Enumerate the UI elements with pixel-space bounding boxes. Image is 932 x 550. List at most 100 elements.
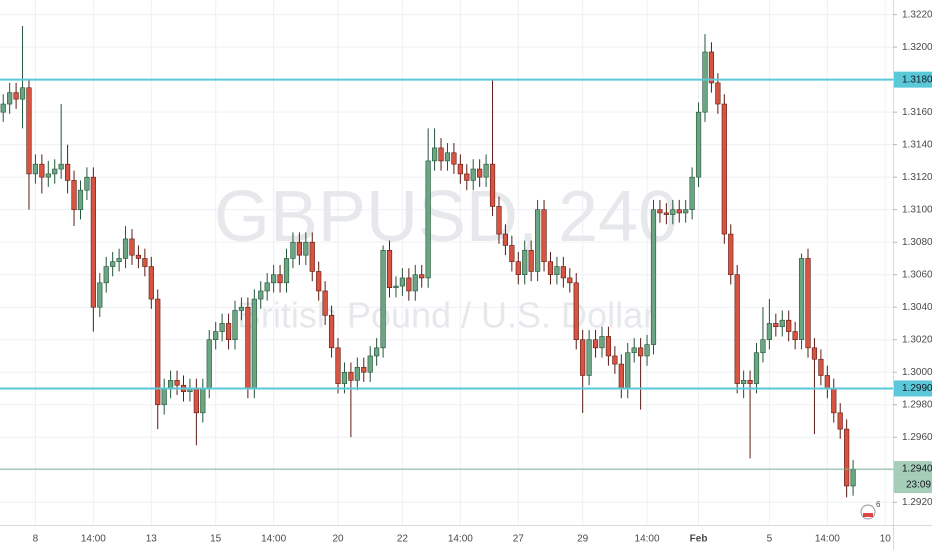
candle-body [773, 323, 779, 328]
y-tick-label: 1.30600 [902, 269, 932, 280]
y-tick-label: 1.31000 [902, 204, 932, 215]
candle-body [547, 261, 554, 275]
candle-body [77, 189, 84, 210]
candle-body [200, 388, 206, 414]
candle-body [328, 315, 335, 349]
candle-body [232, 310, 238, 341]
x-tick-label: 20 [332, 534, 344, 545]
y-tick-label: 1.29800 [902, 399, 932, 410]
candle-body [103, 266, 109, 284]
candle-body [592, 339, 599, 349]
candle-body [412, 274, 418, 292]
candle-body [586, 339, 592, 376]
candle-body [560, 266, 566, 279]
x-tick-label: 14:00 [815, 534, 840, 545]
y-tick-label: 1.29200 [902, 497, 932, 508]
candle-body [238, 306, 245, 311]
candle-body [779, 319, 785, 328]
candle-body [477, 168, 483, 178]
candle-body [155, 298, 161, 406]
candle-body [264, 282, 270, 292]
candle-body [431, 147, 438, 162]
candle-body [303, 241, 309, 256]
candle-body [535, 209, 541, 272]
candle-body [670, 209, 676, 215]
candle-body [638, 347, 644, 357]
candle-body [7, 92, 13, 105]
countdown-box [894, 477, 932, 494]
x-tick-label: 14:00 [635, 534, 660, 545]
candle-body [657, 209, 663, 214]
candle-body [760, 339, 766, 354]
candle-body [380, 250, 386, 349]
candle-body [528, 250, 534, 272]
candle-body [271, 274, 277, 284]
candle-body [483, 163, 489, 178]
candle-body [354, 367, 360, 381]
level-label-box [894, 380, 932, 397]
candle-body [818, 358, 824, 376]
candle-body [52, 168, 58, 175]
y-tick-label: 1.30000 [902, 367, 932, 378]
candle-body [766, 323, 772, 341]
candle-body [296, 241, 302, 256]
candle-body [573, 282, 579, 341]
candle-body [65, 163, 71, 181]
y-tick-label: 1.31600 [902, 107, 932, 118]
y-tick-label: 1.30400 [902, 302, 932, 313]
candle-body [341, 371, 348, 384]
candle-body [625, 352, 631, 389]
x-tick-label: Feb [690, 534, 708, 545]
x-tick-label: 14:00 [81, 534, 106, 545]
candle-body [290, 241, 296, 259]
candle-body [734, 274, 740, 384]
candle-body [683, 209, 689, 214]
candle-body [90, 176, 96, 308]
candle-body [213, 331, 219, 341]
candle-body [438, 147, 444, 162]
candle-body [193, 388, 199, 414]
candle-body [831, 388, 837, 414]
candle-body [496, 206, 502, 235]
candle-body [406, 277, 412, 292]
x-tick-label: 14:00 [261, 534, 286, 545]
candle-body [721, 103, 727, 235]
x-tick-label: 8 [33, 534, 39, 545]
candle-body [277, 274, 283, 284]
candle-body [631, 347, 637, 354]
level-label-box [894, 71, 932, 88]
candle-body [58, 163, 64, 170]
candle-body [728, 233, 734, 275]
candle-body [122, 238, 129, 259]
x-tick-label: 14:00 [448, 534, 473, 545]
y-tick-label: 1.31200 [902, 172, 932, 183]
candle-body [792, 331, 798, 341]
x-tick-label: 27 [513, 534, 525, 545]
candle-body [702, 51, 708, 113]
candle-body [361, 367, 367, 373]
last-price-label: 1.29404 [902, 464, 932, 475]
candle-body [509, 245, 515, 262]
x-tick-label: 5 [767, 534, 773, 545]
candle-body [567, 277, 573, 284]
candle-body [747, 380, 753, 384]
candle-body [251, 298, 257, 389]
candle-body [97, 282, 103, 308]
candle-body [554, 266, 560, 275]
candle-body [689, 176, 695, 210]
candle-body [13, 92, 19, 100]
y-tick-label: 1.30800 [902, 237, 932, 248]
candle-body [161, 388, 167, 406]
candle-body [644, 344, 650, 357]
candle-body [322, 290, 328, 316]
candle-body [245, 306, 251, 389]
candle-body [219, 323, 225, 332]
candle-body [374, 347, 380, 357]
candle-body [84, 176, 90, 191]
candle-body [348, 371, 354, 381]
candle-body [715, 82, 721, 105]
candle-body [110, 261, 116, 267]
candle-body [844, 428, 850, 487]
candle-body [695, 111, 702, 178]
